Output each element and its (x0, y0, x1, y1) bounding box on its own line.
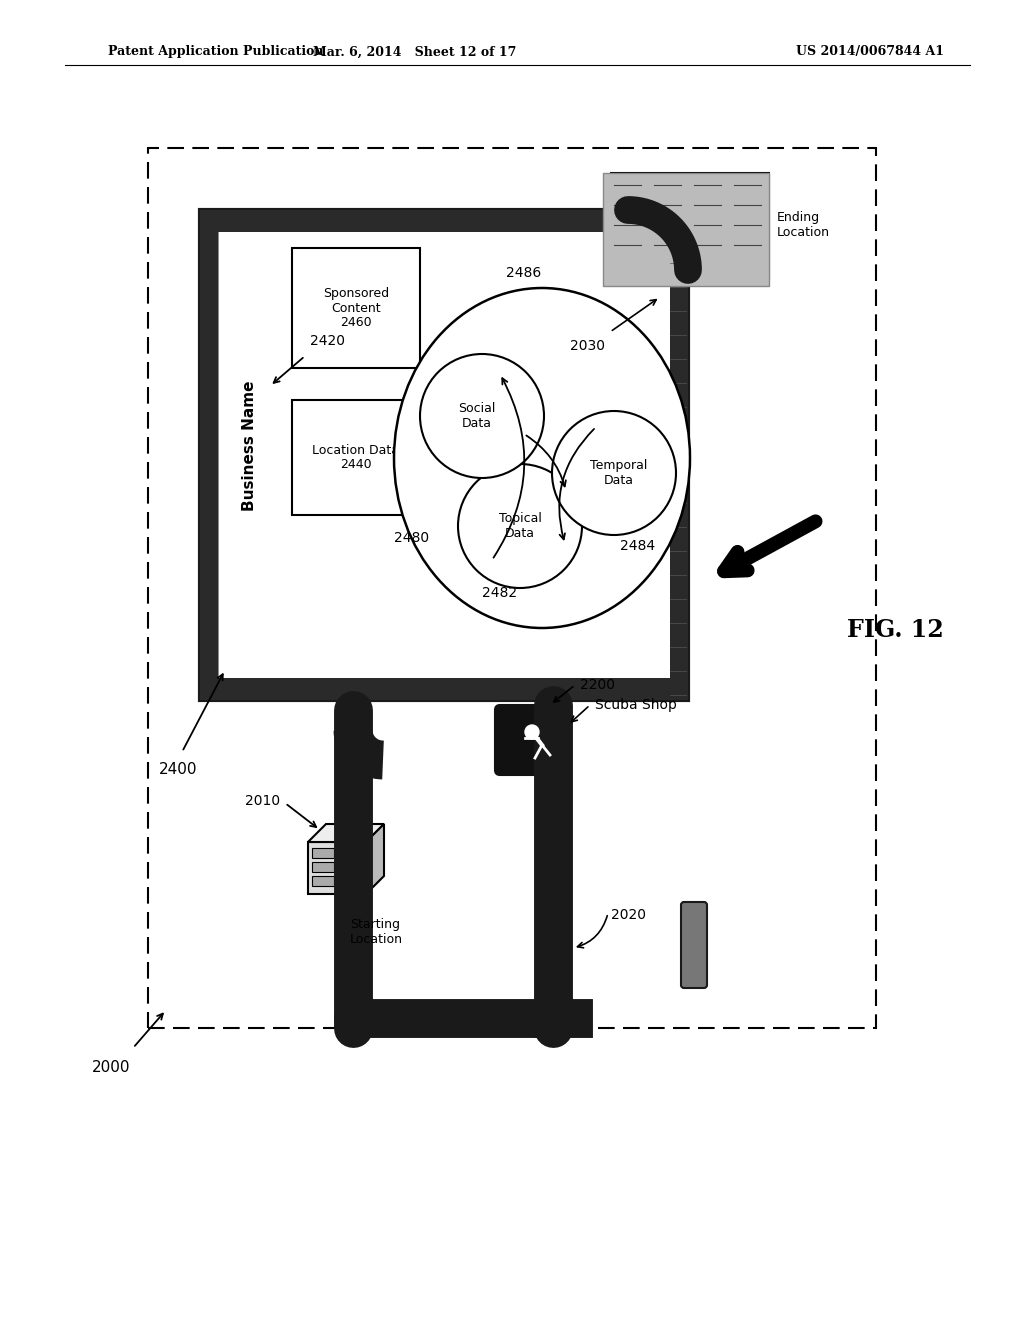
Text: 2020: 2020 (611, 908, 646, 921)
Bar (691, 173, 729, 279)
FancyBboxPatch shape (495, 705, 565, 775)
Circle shape (458, 465, 582, 587)
Bar (338, 862, 360, 873)
Text: FIG. 12: FIG. 12 (847, 618, 943, 642)
Bar (759, 177, 767, 187)
Ellipse shape (394, 288, 690, 628)
Circle shape (552, 411, 676, 535)
Text: 2420: 2420 (310, 334, 345, 348)
Bar (218, 228, 670, 682)
Bar (308, 842, 366, 894)
Text: Temporal
Data: Temporal Data (590, 459, 648, 487)
Text: Patent Application Publication: Patent Application Publication (108, 45, 324, 58)
Polygon shape (308, 824, 384, 842)
Bar (312, 847, 334, 858)
Bar (200, 678, 688, 700)
Text: Scuba Shop: Scuba Shop (595, 698, 677, 711)
Text: Ending
Location: Ending Location (777, 211, 830, 239)
Bar (292, 248, 420, 368)
Text: Social
Data: Social Data (459, 403, 496, 430)
Bar (312, 876, 334, 886)
Bar (731, 173, 769, 279)
Bar (338, 847, 360, 858)
Bar (603, 173, 769, 286)
Bar (200, 210, 688, 232)
Bar (200, 210, 218, 700)
Text: Business Name: Business Name (243, 380, 257, 511)
FancyBboxPatch shape (200, 210, 688, 700)
Text: 2482: 2482 (482, 586, 517, 601)
Text: Sponsored
Content
2460: Sponsored Content 2460 (323, 286, 389, 330)
Bar (611, 173, 649, 279)
Bar (338, 876, 360, 886)
Text: Starting
Location: Starting Location (350, 917, 403, 946)
Text: 2000: 2000 (91, 1060, 130, 1074)
Bar (339, 700, 367, 1028)
Text: 2480: 2480 (394, 531, 429, 545)
Text: Location Data
2440: Location Data 2440 (312, 444, 399, 471)
Text: 2010: 2010 (245, 795, 280, 808)
Bar (651, 173, 689, 279)
Text: 2486: 2486 (507, 267, 542, 280)
Text: 2484: 2484 (620, 539, 655, 553)
Bar (148, 148, 876, 1028)
Text: Topical
Data: Topical Data (499, 512, 542, 540)
Bar (539, 700, 567, 1028)
Bar (719, 177, 727, 187)
Text: 2400: 2400 (159, 762, 198, 777)
Bar (670, 210, 688, 700)
Circle shape (525, 725, 539, 739)
Bar (312, 862, 334, 873)
Text: 2030: 2030 (570, 339, 605, 352)
Text: US 2014/0067844 A1: US 2014/0067844 A1 (796, 45, 944, 58)
Polygon shape (366, 824, 384, 894)
Text: 2200: 2200 (580, 678, 615, 692)
Bar (292, 400, 420, 515)
Text: Mar. 6, 2014   Sheet 12 of 17: Mar. 6, 2014 Sheet 12 of 17 (313, 45, 517, 58)
Bar (639, 177, 647, 187)
Circle shape (420, 354, 544, 478)
FancyBboxPatch shape (681, 902, 707, 987)
Bar (679, 177, 687, 187)
